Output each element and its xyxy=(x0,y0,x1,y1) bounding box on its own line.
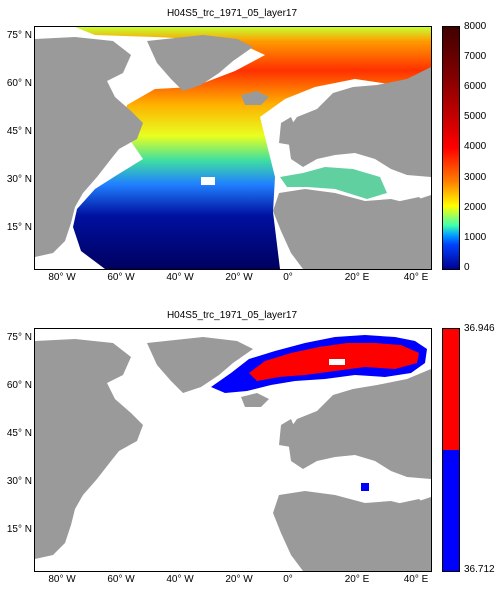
panel1-land-north-america xyxy=(35,37,143,257)
panel2-land-greenland xyxy=(147,337,253,393)
panel2-lon-label: 40° E xyxy=(403,574,429,585)
panel2-lat-label: 60° N xyxy=(6,380,32,391)
panel1-colorbar-tick: 3000 xyxy=(464,172,487,183)
panel1-colorbar-tick: 1000 xyxy=(464,232,487,243)
panel1-med-field xyxy=(280,167,387,199)
panel1-lon-label: 0° xyxy=(283,272,293,283)
panel1-lat-label: 45° N xyxy=(6,126,32,137)
panel2-colorbar-blue xyxy=(443,450,459,571)
panel1-title: H04S5_trc_1971_05_layer17 xyxy=(166,8,298,19)
panel2-blue-spot xyxy=(361,483,369,491)
panel1-ocean-field xyxy=(73,27,431,269)
panel2-lon-label: 20° E xyxy=(344,574,370,585)
panel1-lat-label: 30° N xyxy=(6,174,32,185)
panel2-land-north-america xyxy=(35,339,143,559)
panel2-map xyxy=(34,328,432,572)
panel2-lat-label: 75° N xyxy=(6,332,32,343)
panel1-colorbar-tick: 8000 xyxy=(464,21,487,32)
panel2-lon-label: 80° W xyxy=(48,574,76,585)
panel1-lat-label: 15° N xyxy=(6,222,32,233)
panel1-colorbar-tick: 2000 xyxy=(464,202,487,213)
panel1-land-africa xyxy=(273,189,431,269)
panel1-map xyxy=(34,26,432,270)
panel2-title: H04S5_trc_1971_05_layer17 xyxy=(166,310,298,321)
panel1-land-britain xyxy=(279,117,297,145)
panel1-lon-label: 20° E xyxy=(344,272,370,283)
panel2-lat-label: 45° N xyxy=(6,428,32,439)
panel1-lon-label: 60° W xyxy=(107,272,135,283)
panel1-land-europe xyxy=(287,67,431,177)
panel1-land-arabia xyxy=(391,197,431,249)
panel2-colorbar xyxy=(442,328,460,572)
panel1-lon-label: 20° W xyxy=(225,272,253,283)
panel1-map-svg xyxy=(35,27,431,269)
panel1-lon-label: 40° W xyxy=(166,272,194,283)
panel2-land-arabia xyxy=(391,499,431,551)
panel2-colorbar-tick: 36.946 xyxy=(464,323,495,334)
panel2-colorbar-tick: 36.712 xyxy=(464,564,495,575)
panel2-colorbar-red xyxy=(443,329,459,450)
panel2-nodata-hole xyxy=(329,359,345,365)
panel1-lat-label: 60° N xyxy=(6,78,32,89)
panel1-land-iceland xyxy=(241,91,269,105)
panel1-colorbar-tick: 7000 xyxy=(464,51,487,62)
panel2-map-svg xyxy=(35,335,431,571)
panel1-colorbar xyxy=(442,26,460,270)
panel1-lon-label: 80° W xyxy=(48,272,76,283)
panel1-land-greenland xyxy=(147,35,253,91)
panel1-nodata-hole xyxy=(201,177,215,185)
panel1-lon-label: 40° E xyxy=(403,272,429,283)
panel2-land-iceland xyxy=(241,393,269,407)
panel2-land-africa xyxy=(273,491,431,571)
panel2-land-britain xyxy=(279,419,297,447)
panel1-colorbar-tick: 4000 xyxy=(464,141,487,152)
panel1-colorbar-tick: 0 xyxy=(464,262,470,273)
panel2-lat-label: 30° N xyxy=(6,476,32,487)
panel2-lat-label: 15° N xyxy=(6,524,32,535)
panel1-colorbar-tick: 5000 xyxy=(464,111,487,122)
panel2-lon-label: 60° W xyxy=(107,574,135,585)
panel1-lat-label: 75° N xyxy=(6,30,32,41)
panel1-colorbar-tick: 6000 xyxy=(464,81,487,92)
panel2-lon-label: 40° W xyxy=(166,574,194,585)
panel2-lon-label: 0° xyxy=(283,574,293,585)
panel2-lon-label: 20° W xyxy=(225,574,253,585)
panel2-land-europe xyxy=(287,369,431,479)
